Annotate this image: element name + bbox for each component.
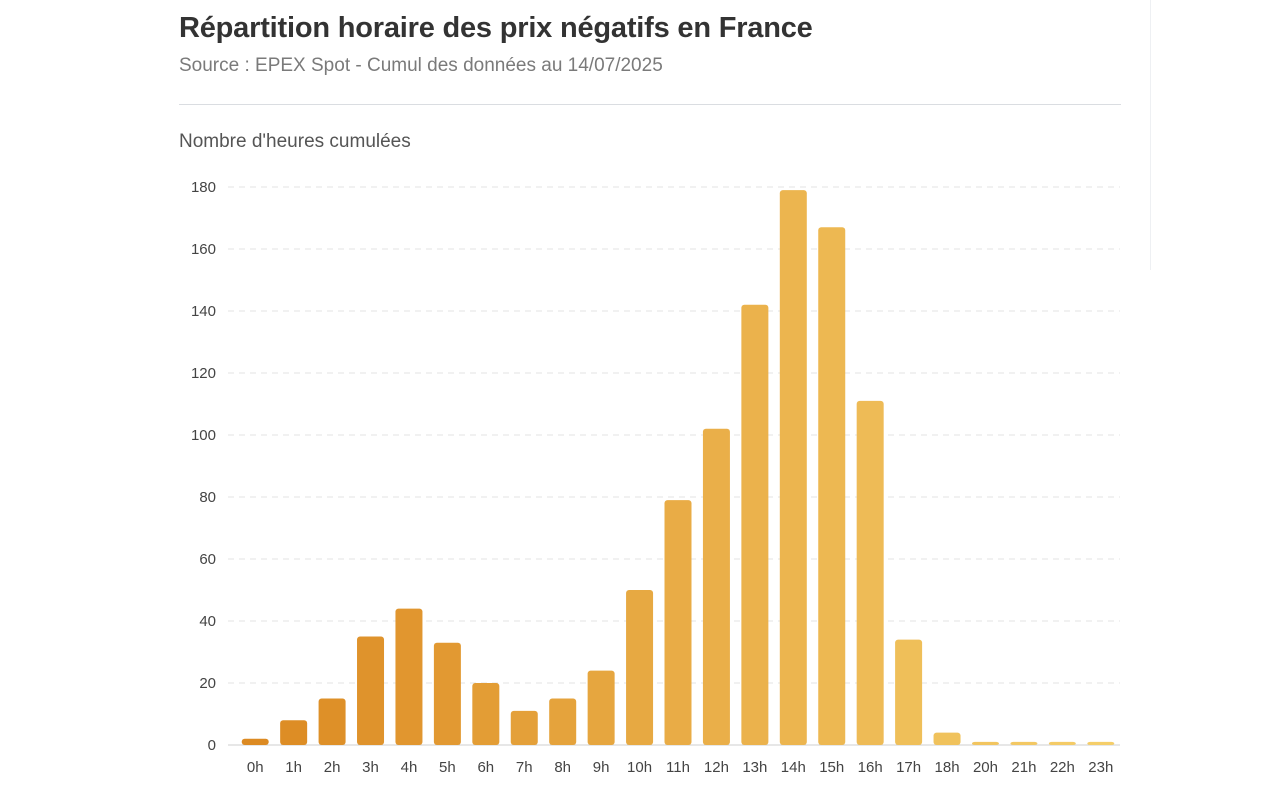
y-tick-label: 160 xyxy=(191,241,216,258)
x-tick-label: 13h xyxy=(742,759,767,776)
y-tick-label: 100 xyxy=(191,427,216,444)
x-tick-label: 23h xyxy=(1088,759,1113,776)
bar-18h[interactable] xyxy=(933,732,961,745)
x-tick-label: 4h xyxy=(401,759,418,776)
x-axis-ticks: 0h 1h 2h 3h 4h 5h 6h 7h 8h 9h 10h 11h 12h 13h 14h 15h 16… xyxy=(247,759,1113,776)
bar-10h[interactable] xyxy=(626,590,654,745)
bars xyxy=(241,190,1115,746)
x-tick-label: 15h xyxy=(819,759,844,776)
bar-4h[interactable] xyxy=(395,608,423,745)
bar-0h[interactable] xyxy=(241,738,269,745)
bar-11h[interactable] xyxy=(664,500,692,745)
y-axis-label: Nombre d'heures cumulées xyxy=(179,131,411,152)
x-tick-label: 18h xyxy=(935,759,960,776)
y-tick-label: 40 xyxy=(199,613,216,630)
header-divider xyxy=(179,104,1121,105)
x-tick-label: 21h xyxy=(1011,759,1036,776)
y-tick-label: 0 xyxy=(208,737,216,754)
bar-14h[interactable] xyxy=(779,190,807,746)
x-tick-label: 5h xyxy=(439,759,456,776)
chart-subtitle: Source : EPEX Spot - Cumul des données a… xyxy=(179,55,663,76)
x-tick-label: 11h xyxy=(666,759,690,776)
panel-edge xyxy=(1150,0,1151,270)
y-tick-label: 20 xyxy=(199,675,216,692)
x-tick-label: 12h xyxy=(704,759,729,776)
bar-7h[interactable] xyxy=(510,710,538,745)
bar-20h[interactable] xyxy=(971,741,999,745)
x-tick-label: 10h xyxy=(627,759,652,776)
x-tick-label: 14h xyxy=(781,759,806,776)
bar-15h[interactable] xyxy=(818,227,846,746)
bar-21h[interactable] xyxy=(1010,741,1038,745)
x-tick-label: 0h xyxy=(247,759,264,776)
bar-12h[interactable] xyxy=(702,428,730,745)
y-tick-label: 180 xyxy=(191,179,216,196)
bar-16h[interactable] xyxy=(856,400,884,745)
x-tick-label: 3h xyxy=(362,759,379,776)
x-tick-label: 6h xyxy=(477,759,494,776)
x-tick-label: 9h xyxy=(593,759,610,776)
x-tick-label: 1h xyxy=(285,759,302,776)
bar-1h[interactable] xyxy=(280,720,308,745)
bar-2h[interactable] xyxy=(318,698,346,746)
bar-17h[interactable] xyxy=(895,639,923,745)
x-tick-label: 22h xyxy=(1050,759,1075,776)
x-tick-label: 20h xyxy=(973,759,998,776)
y-axis-ticks: 0 20 40 60 80 100 120 140 160 180 xyxy=(191,179,216,754)
bar-9h[interactable] xyxy=(587,670,615,745)
bar-6h[interactable] xyxy=(472,683,500,745)
chart-title: Répartition horaire des prix négatifs en… xyxy=(179,12,813,44)
bar-3h[interactable] xyxy=(357,636,385,746)
bar-23h[interactable] xyxy=(1087,741,1115,745)
bar-22h[interactable] xyxy=(1048,741,1076,745)
y-tick-label: 80 xyxy=(199,489,216,506)
bar-8h[interactable] xyxy=(549,698,577,746)
y-tick-label: 140 xyxy=(191,303,216,320)
bar-13h[interactable] xyxy=(741,304,769,745)
x-tick-label: 7h xyxy=(516,759,533,776)
y-tick-label: 120 xyxy=(191,365,216,382)
bar-5h[interactable] xyxy=(433,642,461,745)
x-tick-label: 2h xyxy=(324,759,341,776)
x-tick-label: 8h xyxy=(554,759,571,776)
x-tick-label: 17h xyxy=(896,759,921,776)
x-tick-label: 16h xyxy=(858,759,883,776)
y-tick-label: 60 xyxy=(199,551,216,568)
